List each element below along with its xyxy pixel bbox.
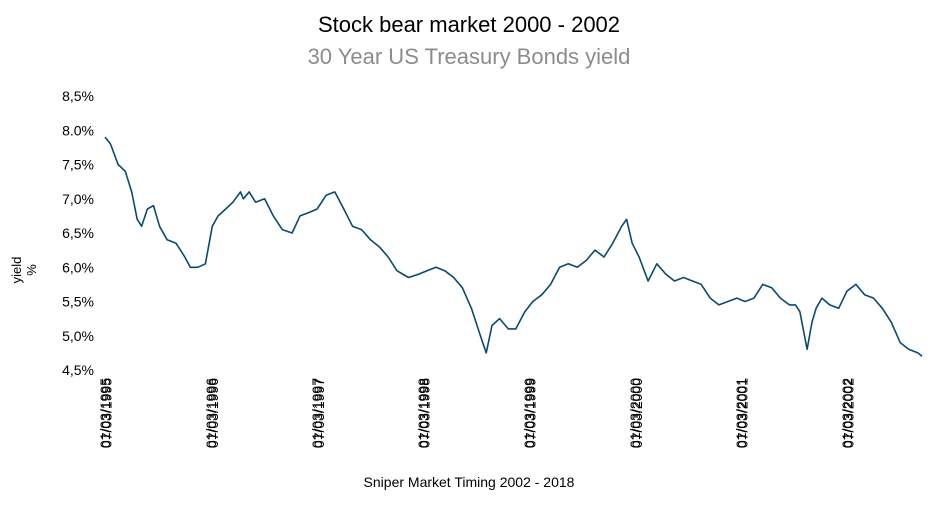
x-tick-label: 01/03/2002 xyxy=(839,378,855,448)
x-tick-label: 01/03/2001 xyxy=(733,378,749,448)
y-tick-label: 8,5% xyxy=(62,88,94,104)
y-tick-label: 5,5% xyxy=(62,294,94,310)
x-tick-label: 01/03/1996 xyxy=(203,378,219,448)
x-tick-label: 07/03/1996 xyxy=(205,378,221,448)
y-tick-label: 6,5% xyxy=(62,225,94,241)
x-tick-label: 07/03/2000 xyxy=(629,378,645,448)
x-tick-label: 01/03/1998 xyxy=(415,378,431,448)
y-tick-label: 6,0% xyxy=(62,259,94,275)
y-tick-label: 4,5% xyxy=(62,362,94,378)
y-tick-label: 7,0% xyxy=(62,191,94,207)
x-tick-label: 07/03/2002 xyxy=(841,378,857,448)
x-tick-label: 01/03/1999 xyxy=(521,378,537,448)
series-line xyxy=(104,136,923,357)
x-tick-label: 07/03/2001 xyxy=(735,378,751,448)
x-tick-label: 07/03/1995 xyxy=(99,378,115,448)
y-tick-label: 7,5% xyxy=(62,157,94,173)
x-tick-label: 07/03/1999 xyxy=(523,378,539,448)
x-tick-label: 07/03/1997 xyxy=(311,378,327,448)
y-tick-label: 8.0% xyxy=(62,122,94,138)
chart-title: Stock bear market 2000 - 2002 xyxy=(317,12,621,37)
x-tick-label: 01/03/1997 xyxy=(309,378,325,448)
x-tick-label: 01/03/1995 xyxy=(97,378,113,448)
y-axis: 8,5% 8.0% 7,5% 7,0% 6,5% 6,0% 5,5% 5,0% 4,5% xyxy=(62,88,94,378)
x-axis-label: Sniper Market Timing 2002 - 2018 xyxy=(363,474,575,490)
chart-subtitle: 30 Year US Treasury Bonds yield xyxy=(307,44,631,69)
y-tick-label: 5,0% xyxy=(62,328,94,344)
x-tick-label: 07/03/1998 xyxy=(417,378,433,448)
x-tick-label: 01/03/2000 xyxy=(627,378,643,448)
